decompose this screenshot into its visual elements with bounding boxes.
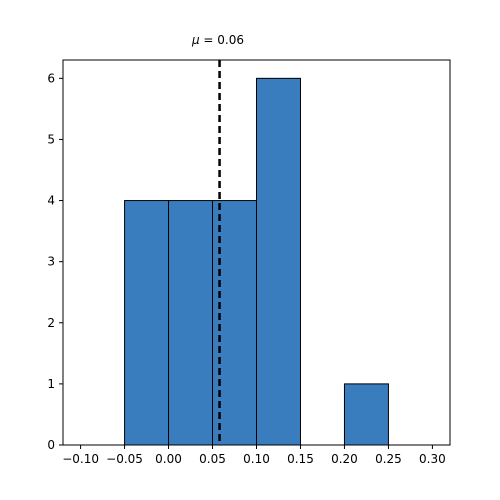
y-tick-label: 1 <box>47 377 55 391</box>
x-tick-label: −0.10 <box>62 452 99 466</box>
x-tick-label: 0.30 <box>419 452 446 466</box>
histogram-bar-1 <box>168 200 214 446</box>
histogram-bars <box>124 77 389 446</box>
x-tick-label: 0.10 <box>243 452 270 466</box>
chart-title: μ = 0.06 <box>191 33 244 47</box>
y-tick-label: 2 <box>47 316 55 330</box>
x-tick-label: −0.05 <box>106 452 143 466</box>
y-axis-ticks: 0 1 2 3 4 5 6 <box>47 71 63 452</box>
x-tick-label: 0.05 <box>199 452 226 466</box>
x-tick-label: 0.15 <box>287 452 314 466</box>
histogram-bar-4 <box>343 383 389 446</box>
x-tick-label: 0.20 <box>331 452 358 466</box>
y-tick-label: 6 <box>47 71 55 85</box>
y-tick-label: 4 <box>47 194 55 208</box>
y-tick-label: 5 <box>47 132 55 146</box>
y-tick-label: 0 <box>47 438 55 452</box>
x-tick-label: 0.00 <box>155 452 182 466</box>
x-tick-label: 0.25 <box>375 452 402 466</box>
histogram-bar-0 <box>124 200 170 446</box>
y-tick-label: 3 <box>47 255 55 269</box>
histogram-bar-3 <box>256 77 301 446</box>
x-axis-ticks: −0.10 −0.05 0.00 0.05 0.10 0.15 0.20 0.25 0.30 <box>62 445 446 466</box>
